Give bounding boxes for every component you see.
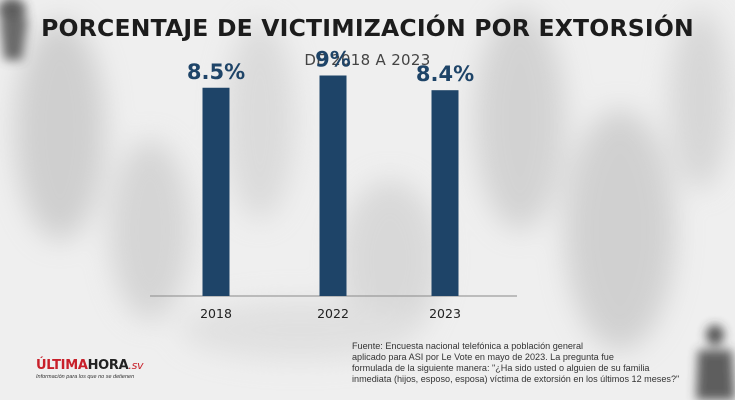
logo-wordmark: ÚLTIMAHORA.sv — [36, 358, 144, 373]
source-note-line: Fuente: Encuesta nacional telefónica a p… — [352, 341, 584, 351]
bar-2023 — [431, 90, 459, 296]
bar-2018 — [202, 87, 230, 296]
bar-2022 — [319, 75, 347, 296]
logo-tagline: Información para los que no se detienen — [36, 374, 135, 380]
source-note-line: inmediata (hijos, esposo, esposa) víctim… — [352, 374, 680, 384]
data-label-2018: 8.5% — [187, 60, 245, 84]
brand-logo: ÚLTIMAHORA.sv Información para los que n… — [36, 358, 144, 381]
source-note-line: formulada de la siguiente manera: "¿Ha s… — [352, 363, 650, 373]
x-tick-label-2018: 2018 — [200, 306, 232, 321]
x-tick-label-2022: 2022 — [317, 306, 349, 321]
chart-title: PORCENTAJE DE VICTIMIZACIÓN POR EXTORSIÓ… — [41, 14, 694, 42]
chart-subtitle: DE 2018 A 2023 — [304, 51, 431, 69]
data-label-2023: 8.4% — [416, 62, 474, 86]
x-tick-label-2023: 2023 — [429, 306, 461, 321]
source-note-line: aplicado para ASI por Le Vote en mayo de… — [352, 352, 614, 362]
data-label-2022: 9% — [315, 48, 351, 72]
source-note: Fuente: Encuesta nacional telefónica a p… — [352, 341, 722, 385]
